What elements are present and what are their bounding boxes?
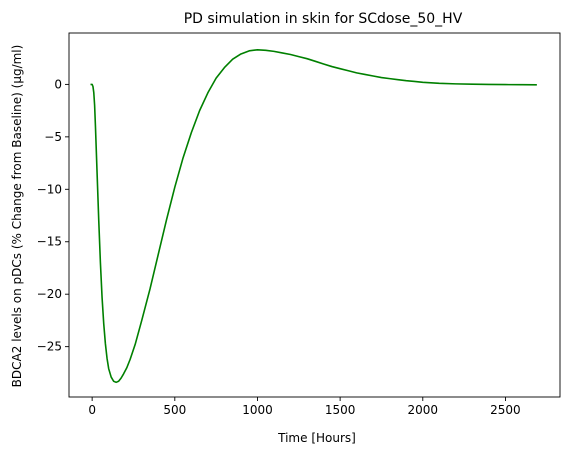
y-axis-label: BDCA2 levels on pDCs (% Change from Base… [10,45,24,388]
plot-frame [68,32,561,398]
plot-area [68,32,561,398]
y-tick-label: −25 [37,340,62,354]
x-axis-label: Time [Hours] [277,431,356,445]
y-tick-label: −5 [44,130,62,144]
x-tick-label: 1500 [325,403,356,417]
series-line-0 [90,48,537,384]
y-tick-label: −20 [37,287,62,301]
x-tick-label: 2000 [408,403,439,417]
y-tick-label: 0 [54,77,62,91]
x-tick-label: 2500 [490,403,521,417]
x-tick-label: 1000 [242,403,273,417]
x-tick-label: 0 [88,403,96,417]
x-axis: 0 500 1000 1500 2000 2500 [88,397,521,417]
chart-title: PD simulation in skin for SCdose_50_HV [184,11,463,27]
y-axis: −25 −20 −15 −10 −5 0 [37,77,69,354]
x-tick-label: 500 [163,403,186,417]
y-tick-label: −15 [37,235,62,249]
y-tick-label: −10 [37,182,62,196]
